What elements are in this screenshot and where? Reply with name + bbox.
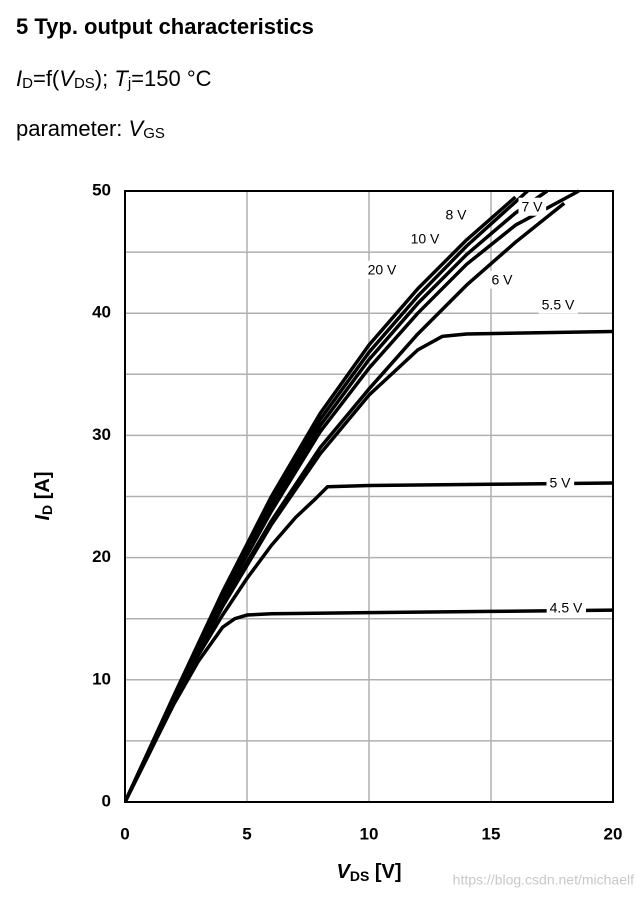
y-tick-label: 20 bbox=[92, 547, 111, 566]
series-line bbox=[125, 195, 517, 802]
parameter-part: GS bbox=[143, 125, 165, 142]
series-label: 7 V bbox=[521, 199, 543, 215]
y-label-part: D bbox=[39, 505, 55, 515]
series-line bbox=[125, 201, 566, 802]
subtitle-part: I bbox=[16, 66, 22, 91]
subtitle-part: =f( bbox=[33, 66, 60, 91]
y-tick-label: 0 bbox=[102, 791, 111, 810]
x-tick-label: 10 bbox=[360, 824, 379, 843]
watermark: https://blog.csdn.net/michaelf bbox=[453, 872, 634, 888]
series-line bbox=[125, 608, 613, 802]
label-bg bbox=[407, 229, 444, 248]
subtitle-part: j bbox=[127, 75, 131, 92]
series-label: 10 V bbox=[411, 231, 440, 247]
y-tick-label: 50 bbox=[92, 180, 111, 199]
subtitle-part: DS bbox=[74, 75, 95, 92]
y-label-part: I bbox=[32, 515, 54, 521]
subtitle-part: D bbox=[22, 75, 33, 92]
y-tick-label: 10 bbox=[92, 669, 111, 688]
series-label: 5 V bbox=[549, 475, 571, 491]
subtitle-part: =150 °C bbox=[131, 66, 211, 91]
label-bg bbox=[546, 598, 586, 617]
series-label: 8 V bbox=[445, 207, 467, 223]
parameter-part: V bbox=[129, 116, 146, 141]
subtitle-part: ); bbox=[95, 66, 115, 91]
parameter: parameter: VGS bbox=[16, 116, 165, 143]
x-tick-label: 20 bbox=[604, 824, 623, 843]
y-tick-label: 40 bbox=[92, 303, 111, 322]
x-tick-label: 5 bbox=[242, 824, 251, 843]
y-axis-label: ID [A] bbox=[32, 471, 55, 520]
plot-frame bbox=[124, 190, 614, 803]
label-bg bbox=[488, 270, 517, 289]
x-tick-label: 0 bbox=[120, 824, 129, 843]
y-tick-label: 30 bbox=[92, 425, 111, 444]
series-label: 6 V bbox=[491, 272, 513, 288]
label-bg bbox=[538, 295, 578, 314]
x-label-part: V bbox=[336, 861, 351, 883]
subtitle-part: T bbox=[114, 66, 129, 91]
chart-title: 5 Typ. output characteristics bbox=[16, 14, 314, 39]
series-label: 4.5 V bbox=[550, 600, 583, 616]
subtitle: ID=f(VDS); Tj=150 °C bbox=[16, 66, 212, 93]
y-label-part: [A] bbox=[32, 471, 54, 504]
x-label-part: [V] bbox=[369, 861, 401, 883]
label-bg bbox=[364, 260, 401, 279]
x-tick-label: 15 bbox=[482, 824, 501, 843]
x-axis-label: VDS [V] bbox=[336, 861, 401, 884]
subtitle-part: V bbox=[59, 66, 76, 91]
label-bg bbox=[546, 473, 575, 492]
label-bg bbox=[442, 205, 471, 224]
x-label-part: DS bbox=[350, 868, 369, 884]
series-label: 5.5 V bbox=[542, 297, 575, 313]
label-bg bbox=[518, 197, 547, 216]
parameter-part: parameter: bbox=[16, 116, 129, 141]
series-label: 20 V bbox=[368, 262, 397, 278]
